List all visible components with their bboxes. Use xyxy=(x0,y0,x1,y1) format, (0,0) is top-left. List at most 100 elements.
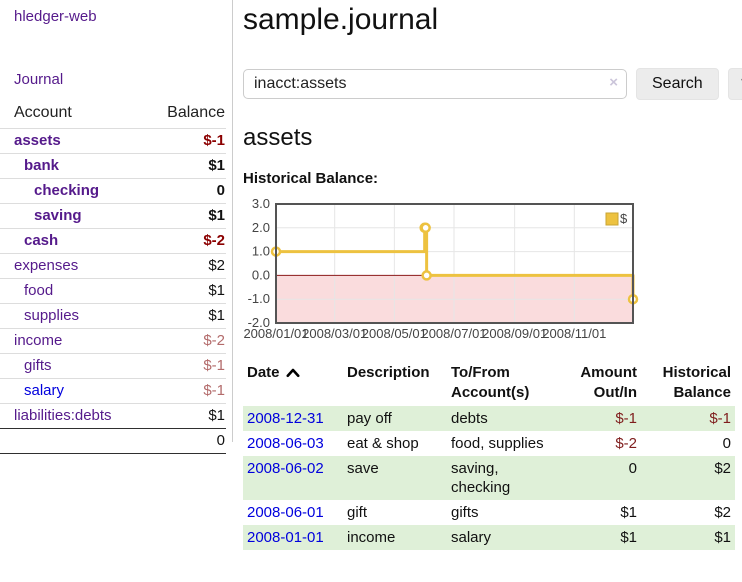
svg-text:2008/11/01: 2008/11/01 xyxy=(542,326,606,341)
accounts-table-header: Account Balance xyxy=(0,102,226,129)
account-balance: $1 xyxy=(147,153,226,179)
account-balance: 0 xyxy=(147,178,226,204)
register-col-amt: Amount Out/In xyxy=(580,364,637,401)
account-balance: $-1 xyxy=(147,128,226,154)
account-balance: $-1 xyxy=(147,353,226,379)
transaction-accounts: salary xyxy=(451,529,492,546)
transaction-accounts: saving, checking xyxy=(451,460,511,496)
transaction-description: gift xyxy=(347,504,368,521)
account-row: salary $-1 xyxy=(0,378,226,404)
accounts-total-row: 0 xyxy=(0,428,226,454)
chart-title: Historical Balance: xyxy=(243,170,379,187)
transaction-description: income xyxy=(347,529,396,546)
transaction-description: save xyxy=(347,460,379,477)
register-row: 2008-12-31 pay off debts $-1 $-1 xyxy=(243,406,735,431)
chart-canvas: $3.0 2.0 1.0 0.0 -1.0 -2.02008/01/012008/03/0… xyxy=(243,196,639,341)
account-heading: assets xyxy=(243,124,313,151)
account-balance: $2 xyxy=(147,253,226,279)
transaction-accounts: gifts xyxy=(451,504,479,521)
account-row: saving $1 xyxy=(0,203,226,229)
account-link[interactable]: saving xyxy=(34,207,82,224)
accounts-col-balance: Balance xyxy=(147,102,226,129)
transaction-accounts: debts xyxy=(451,410,488,427)
historical-balance-chart: $3.0 2.0 1.0 0.0 -1.0 -2.0 2008/01/01 2008/03/0… xyxy=(243,196,738,348)
svg-text:2008/05/01: 2008/05/01 xyxy=(362,326,427,341)
register-col-date[interactable]: Date xyxy=(243,360,343,406)
account-row: cash $-2 xyxy=(0,228,226,254)
account-link[interactable]: assets xyxy=(14,132,61,149)
register-row: 2008-06-02 save saving, checking 0 $2 xyxy=(243,456,735,500)
search-button[interactable]: Search xyxy=(636,68,719,100)
register-table: Date Description To/From Account(s) Amount … xyxy=(243,360,735,550)
account-row: gifts $-1 xyxy=(0,353,226,379)
transaction-date-link[interactable]: 2008-12-31 xyxy=(247,410,324,427)
transaction-date-link[interactable]: 2008-01-01 xyxy=(247,529,324,546)
transaction-date-link[interactable]: 2008-06-03 xyxy=(247,435,324,452)
account-row: assets $-1 xyxy=(0,128,226,154)
transaction-description: eat & shop xyxy=(347,435,419,452)
accounts-total-value: 0 xyxy=(0,428,226,454)
register-header-row: Date Description To/From Account(s) Amount … xyxy=(243,360,735,406)
account-row: expenses $2 xyxy=(0,253,226,279)
account-row: liabilities:debts $1 xyxy=(0,403,226,429)
svg-text:1.0: 1.0 xyxy=(252,244,270,259)
transaction-balance: $2 xyxy=(714,460,731,477)
account-row: checking 0 xyxy=(0,178,226,204)
account-link[interactable]: liabilities:debts xyxy=(14,407,112,424)
transaction-balance: $1 xyxy=(714,529,731,546)
svg-text:-2.0: -2.0 xyxy=(248,315,270,330)
svg-text:2.0: 2.0 xyxy=(252,220,270,235)
register-col-desc: Description xyxy=(347,364,430,381)
clear-search-icon[interactable]: × xyxy=(609,74,618,91)
svg-text:2008/09/01: 2008/09/01 xyxy=(482,326,547,341)
account-link[interactable]: checking xyxy=(34,182,100,199)
account-link[interactable]: salary xyxy=(24,382,65,399)
svg-text:2008/01/01: 2008/01/01 xyxy=(243,326,308,341)
chart-legend: $ xyxy=(605,211,628,226)
account-link[interactable]: income xyxy=(14,332,63,349)
account-row: income $-2 xyxy=(0,328,226,354)
account-balance: $1 xyxy=(147,203,226,229)
transaction-date-link[interactable]: 2008-06-02 xyxy=(247,460,324,477)
accounts-table: Account Balance assets $-1 bank $1 checking 0… xyxy=(0,102,226,454)
account-link[interactable]: food xyxy=(24,282,54,299)
account-balance: $1 xyxy=(147,303,226,329)
transaction-amount: $-1 xyxy=(615,410,637,427)
register-col-acct: To/From Account(s) xyxy=(451,364,530,401)
transaction-date-link[interactable]: 2008-06-01 xyxy=(247,504,324,521)
svg-text:2008/03/01: 2008/03/01 xyxy=(302,326,367,341)
account-link[interactable]: bank xyxy=(24,157,60,174)
sidebar-item-journal[interactable]: Journal xyxy=(14,71,64,88)
account-link[interactable]: cash xyxy=(24,232,59,249)
accounts-col-account: Account xyxy=(0,102,148,129)
register-row: 2008-06-01 gift gifts $1 $2 xyxy=(243,500,735,525)
transaction-description: pay off xyxy=(347,410,392,427)
account-link[interactable]: gifts xyxy=(24,357,52,374)
svg-text:-1.0: -1.0 xyxy=(248,291,270,306)
transaction-amount: $1 xyxy=(620,504,637,521)
search-input[interactable] xyxy=(243,69,627,99)
register-row: 2008-06-03 eat & shop food, supplies $-2 0 xyxy=(243,431,735,456)
register-row: 2008-01-01 income salary $1 $1 xyxy=(243,525,735,550)
help-button[interactable]: ? xyxy=(727,68,742,100)
svg-text:2008/07/01: 2008/07/01 xyxy=(421,326,486,341)
page-title: sample.journal xyxy=(243,3,439,36)
transaction-accounts: food, supplies xyxy=(451,435,544,452)
transaction-balance: $2 xyxy=(714,504,731,521)
register-col-bal: Historical Balance xyxy=(662,364,731,401)
account-row: bank $1 xyxy=(0,153,226,179)
sidebar: hledger-web Journal Account Balance asse… xyxy=(0,0,233,454)
account-balance: $-2 xyxy=(147,328,226,354)
account-link[interactable]: expenses xyxy=(14,257,79,274)
sort-asc-icon xyxy=(286,368,300,378)
account-balance: $-1 xyxy=(147,378,226,404)
account-link[interactable]: supplies xyxy=(24,307,80,324)
svg-text:0.0: 0.0 xyxy=(252,267,270,282)
svg-text:$: $ xyxy=(620,211,628,226)
brand-link[interactable]: hledger-web xyxy=(14,8,97,25)
account-row: food $1 xyxy=(0,278,226,304)
transaction-amount: $1 xyxy=(620,529,637,546)
transaction-amount: $-2 xyxy=(615,435,637,452)
account-balance: $-2 xyxy=(147,228,226,254)
search-form: × Search ? xyxy=(243,68,742,100)
